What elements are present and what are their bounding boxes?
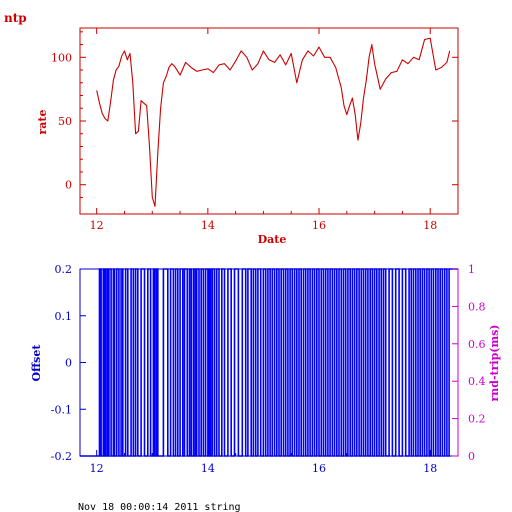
- rate-x-tick-label: 16: [312, 219, 326, 232]
- rate-plot-frame: [79, 27, 459, 215]
- offset-panel: 12 14 16 18 -0.2 -0.1 0 0.1 0.2 0 0.2 0.4 0.6 0.8 1 Of…: [30, 263, 501, 475]
- rate-y-axis-label: rate: [36, 109, 49, 134]
- rate-y-tick-label: 0: [65, 179, 72, 192]
- offset-plot-frame: [79, 268, 459, 457]
- rate-x-tick-label: 14: [201, 219, 215, 232]
- rate-axis-ticks: 12 14 16 18 0 50 100: [51, 28, 458, 232]
- rtt-y-tick-label: 0.6: [468, 338, 486, 351]
- rate-x-tick-label: 18: [423, 219, 437, 232]
- offset-y-tick-label: -0.1: [51, 403, 72, 416]
- offset-y-tick-label: 0.1: [55, 310, 73, 323]
- rate-x-tick-label: 12: [90, 219, 104, 232]
- offset-series: [80, 268, 458, 457]
- offset-y-tick-label: -0.2: [51, 450, 72, 463]
- offset-trace: [80, 268, 458, 457]
- offset-y-axis-label: Offset: [30, 344, 43, 382]
- rate-series: [96, 37, 451, 207]
- rtt-y-tick-label: 0.4: [468, 375, 486, 388]
- corner-label: ntp: [4, 11, 27, 25]
- offset-x-tick-label: 14: [201, 462, 215, 475]
- offset-x-tick-label: 12: [90, 462, 104, 475]
- offset-y-tick-label: 0.2: [55, 263, 73, 276]
- offset-x-tick-label: 18: [423, 462, 437, 475]
- offset-y-tick-label: 0: [65, 357, 72, 370]
- rate-x-axis-label: Date: [258, 233, 287, 246]
- rate-panel: 12 14 16 18 0 50 100 Date rate: [36, 27, 459, 246]
- rate-line: [96, 37, 451, 207]
- footer-timestamp: Nov 18 00:00:14 2011 string: [78, 502, 241, 512]
- rtt-y-tick-label: 0.2: [468, 413, 486, 426]
- offset-axis-ticks: 12 14 16 18 -0.2 -0.1 0 0.1 0.2 0 0.2 0.4 0.6 0.8 1: [51, 263, 486, 475]
- rate-y-tick-label: 100: [51, 51, 72, 64]
- rtt-y-tick-label: 0: [468, 450, 475, 463]
- offset-x-tick-label: 16: [312, 462, 326, 475]
- rtt-y-tick-label: 0.8: [468, 300, 486, 313]
- rate-y-tick-label: 50: [58, 115, 72, 128]
- rtt-y-axis-label: rnd-trip(ms): [488, 324, 501, 401]
- rtt-y-tick-label: 1: [468, 263, 475, 276]
